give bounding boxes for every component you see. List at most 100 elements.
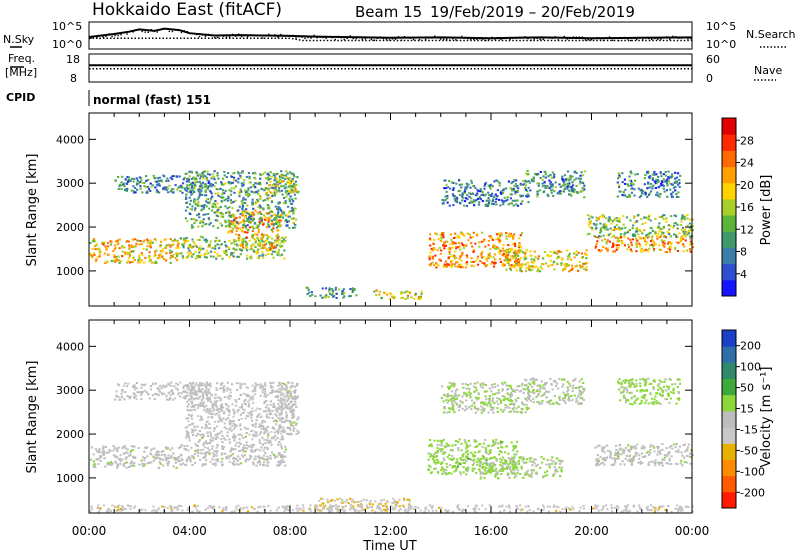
echo-cell [529, 269, 531, 271]
echo-cell [215, 436, 217, 438]
echo-cell [153, 460, 155, 462]
echo-cell [175, 247, 177, 249]
echo-cell [110, 244, 112, 246]
echo-cell [207, 252, 209, 254]
echo-cell [231, 187, 233, 189]
echo-cell [257, 449, 259, 451]
echo-cell [260, 416, 262, 418]
echo-cell [259, 423, 261, 425]
echo-cell [233, 433, 235, 435]
nsky-sample [102, 36, 103, 37]
echo-cell [629, 220, 631, 222]
echo-cell [507, 196, 509, 198]
echo-cell [90, 459, 92, 461]
nsky-sample [612, 40, 613, 41]
echo-cell [602, 226, 604, 228]
echo-cell [644, 237, 646, 239]
echo-cell [642, 223, 644, 225]
echo-cell [162, 393, 164, 395]
echo-cell [296, 176, 298, 178]
echo-cell [228, 438, 230, 440]
echo-cell [227, 221, 229, 223]
echo-cell [596, 223, 598, 225]
echo-cell [234, 200, 236, 202]
echo-cell [124, 254, 126, 256]
echo-cell [237, 181, 239, 183]
echo-cell [520, 247, 522, 249]
echo-cell [286, 221, 288, 223]
echo-cell [479, 260, 481, 262]
nsky-sample [624, 37, 625, 38]
echo-cell [514, 249, 516, 251]
echo-cell [482, 200, 484, 202]
echo-cell [243, 239, 245, 241]
echo-cell [649, 175, 651, 177]
echo-cell [475, 260, 477, 262]
echo-cell [170, 256, 172, 258]
echo-cell [211, 458, 213, 460]
echo-cell [286, 400, 288, 402]
echo-cell [470, 197, 472, 199]
echo-cell [660, 235, 662, 237]
nsky-sample [672, 36, 673, 37]
echo-cell [194, 450, 196, 452]
echo-cell [121, 176, 123, 178]
echo-cell [184, 398, 186, 400]
echo-cell [238, 445, 240, 447]
echo-cell [195, 178, 197, 180]
nsky-sample [609, 36, 610, 37]
echo-cell [449, 243, 451, 245]
echo-cell [172, 243, 174, 245]
echo-cell [386, 506, 388, 508]
echo-cell [270, 192, 272, 194]
echo-cell [497, 442, 499, 444]
echo-cell [540, 171, 542, 173]
echo-cell [145, 175, 147, 177]
echo-cell [96, 450, 98, 452]
echo-cell [220, 438, 222, 440]
echo-cell [267, 437, 269, 439]
echo-cell [289, 198, 291, 200]
nsky-sample [169, 31, 170, 32]
echo-cell [104, 457, 106, 459]
echo-cell [321, 503, 323, 505]
echo-cell [229, 395, 231, 397]
echo-cell [246, 205, 248, 207]
echo-cell [174, 257, 176, 259]
echo-cell [191, 205, 193, 207]
echo-cell [442, 236, 444, 238]
echo-cell [291, 433, 293, 435]
echo-cell [370, 500, 372, 502]
echo-cell [182, 463, 184, 465]
echo-cell [211, 394, 213, 396]
nsky-sample [353, 38, 354, 39]
echo-cell [593, 235, 595, 237]
echo-cell [296, 419, 298, 421]
echo-cell [432, 256, 434, 258]
echo-cell [280, 446, 282, 448]
echo-cell [269, 392, 271, 394]
echo-cell [174, 397, 176, 399]
echo-cell [228, 225, 230, 227]
echo-cell [178, 187, 180, 189]
echo-cell [677, 172, 679, 174]
echo-cell [178, 247, 180, 249]
echo-cell [285, 183, 287, 185]
echo-cell [485, 205, 487, 207]
echo-cell [185, 196, 187, 198]
echo-cell [545, 187, 547, 189]
echo-cell [471, 246, 473, 248]
echo-cell [280, 433, 282, 435]
echo-cell [184, 239, 186, 241]
echo-cell [453, 263, 455, 265]
echo-cell [287, 398, 289, 400]
echo-cell [540, 177, 542, 179]
echo-cell [199, 396, 201, 398]
echo-cell [510, 197, 512, 199]
echo-cell [199, 459, 201, 461]
echo-cell [582, 256, 584, 258]
nsky-sample [223, 36, 224, 37]
echo-cell [663, 185, 665, 187]
echo-cell [181, 244, 183, 246]
echo-cell [678, 196, 680, 198]
